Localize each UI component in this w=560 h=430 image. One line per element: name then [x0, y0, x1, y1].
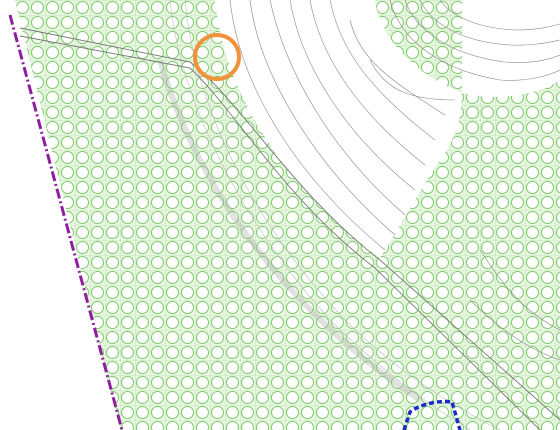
contour-lines [157, 0, 560, 430]
highlight-circle [193, 33, 241, 81]
hatched-area [15, 0, 560, 430]
dashed-outline [402, 399, 462, 430]
